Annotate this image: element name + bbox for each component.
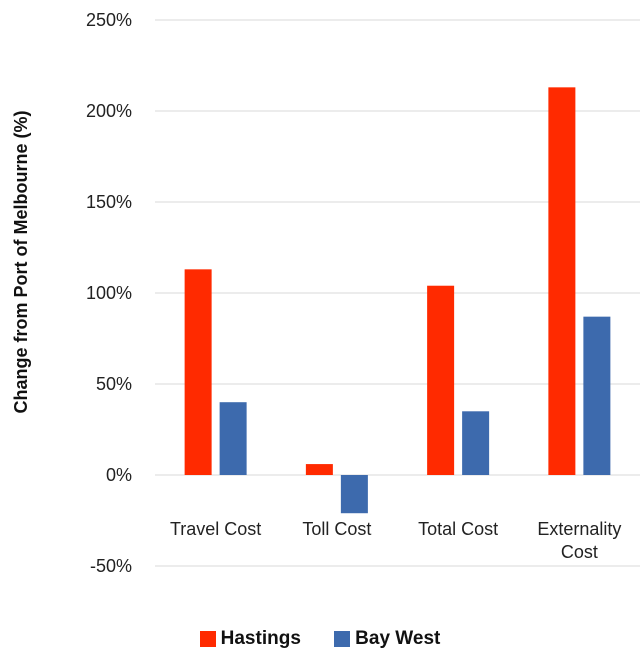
legend-label-bay-west: Bay West [355,628,441,649]
bar-bay-west [583,316,611,475]
bars [184,87,611,514]
y-tick-label: 200% [86,101,132,121]
bar-hastings [427,285,455,475]
bar-bay-west [462,411,490,475]
bar-hastings [305,464,333,475]
bar-hastings [548,87,576,475]
y-tick-label: 150% [86,192,132,212]
legend-item-bay-west: Bay West [334,628,440,650]
y-tick-label: 100% [86,283,132,303]
x-category-label: Externality [537,519,621,539]
x-axis-categories: Travel Cost Toll Cost Total Cost Externalit… [170,519,621,562]
y-axis-ticks: -50% 0% 50% 100% 150% 200% 250% [86,10,132,576]
legend-item-hastings: Hastings [199,628,301,650]
y-axis-label: Change from Port of Melbourne (%) [11,111,31,414]
y-tick-label: 0% [106,465,132,485]
bar-bay-west [219,402,247,475]
x-category-label: Toll Cost [302,519,371,539]
legend-label-hastings: Hastings [220,628,301,649]
x-category-label: Cost [561,542,598,562]
bar-bay-west [340,475,368,514]
y-tick-label: -50% [90,556,132,576]
bar-hastings [184,269,212,475]
legend-swatch-bay-west [334,631,351,647]
y-tick-label: 250% [86,10,132,30]
y-tick-label: 50% [96,374,132,394]
legend-swatch-hastings [199,631,216,647]
legend: Hastings Bay West [0,628,640,653]
x-category-label: Travel Cost [170,519,261,539]
x-category-label: Total Cost [418,519,498,539]
